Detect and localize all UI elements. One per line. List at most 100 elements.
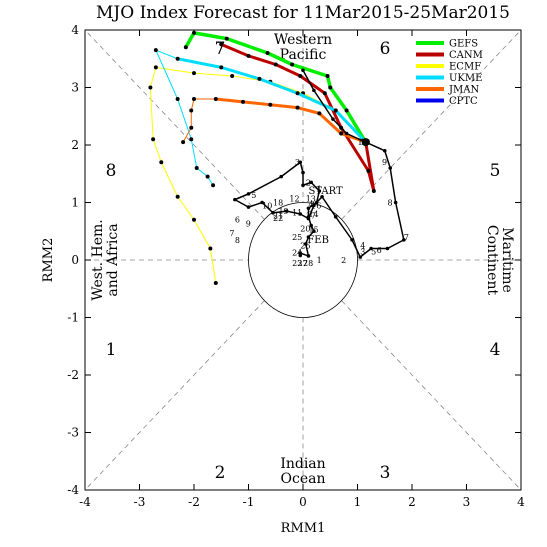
series-point-ecmf — [192, 217, 196, 222]
phase-label-5: 5 — [490, 161, 501, 181]
series-point-gefs — [290, 62, 295, 67]
observed-point — [306, 216, 311, 221]
observed-day-label: 6 — [235, 216, 240, 225]
x-tick-label: 3 — [463, 495, 471, 509]
region-indian-ocean-1: Indian — [280, 456, 325, 472]
series-point-ecmf — [175, 194, 180, 199]
legend-label-ecmf: ECMF — [449, 62, 481, 73]
series-point-jman — [189, 108, 194, 113]
series-point-ukme — [257, 76, 262, 81]
series-point-canm — [246, 53, 251, 58]
series-point-canm — [273, 62, 278, 67]
y-tick-label: 2 — [71, 138, 79, 152]
series-point-canm — [298, 74, 303, 78]
observed-day-label: 24 — [292, 248, 302, 257]
observed-day-label: 22 — [273, 214, 283, 223]
series-point-jman — [192, 97, 196, 101]
observed-point — [402, 238, 406, 242]
observed-day-label: 12 — [289, 194, 299, 203]
observed-point — [333, 215, 338, 219]
series-point-canm — [366, 168, 371, 173]
series-point-canm — [371, 189, 376, 193]
observed-day-label: 9 — [246, 220, 251, 229]
y-tick-label: -2 — [67, 368, 79, 382]
observed-point — [312, 229, 316, 234]
observed-line — [234, 69, 405, 258]
series-point-ukme — [205, 174, 210, 179]
observed-day-label: 5 — [251, 191, 256, 200]
series-point-jman — [339, 131, 344, 136]
observed-day-label: 11 — [292, 209, 302, 218]
observed-point — [301, 68, 305, 73]
observed-day-label: 23 — [292, 259, 302, 268]
series-line-thin-jman — [182, 98, 216, 143]
series-point-ukme — [295, 91, 300, 96]
observed-day-label: 16 — [311, 201, 321, 210]
observed-day-label: 7 — [229, 229, 234, 238]
region-western-pacific-1: Western — [274, 32, 332, 48]
series-point-ecmf — [151, 137, 156, 142]
series-line-ukme — [177, 57, 367, 144]
observed-day-label: 8 — [387, 198, 392, 207]
forecast-series — [148, 30, 376, 285]
observed-day-label: 10 — [262, 201, 272, 210]
series-point-ecmf — [148, 85, 153, 90]
phase-label-6: 6 — [380, 39, 391, 59]
region-indian-ocean-2: Ocean — [281, 471, 326, 487]
observed-point — [350, 238, 354, 242]
observed-point — [393, 200, 398, 205]
x-tick-label: -3 — [134, 495, 146, 509]
region-west-hem-1: West. Hem. — [90, 219, 106, 300]
observed-point — [301, 170, 305, 175]
observed-point — [309, 223, 313, 228]
series-line-thin-ecmf — [149, 67, 217, 284]
series-point-jman — [268, 102, 273, 107]
observed-point — [306, 235, 311, 239]
observed-day-label: 5 — [371, 247, 376, 256]
series-point-ukme — [175, 56, 180, 61]
series-point-ukme — [211, 183, 216, 188]
observed-day-label: 19 — [278, 207, 288, 216]
observed-point — [298, 251, 303, 255]
y-tick-label: 4 — [71, 23, 79, 37]
phase-label-2: 2 — [215, 463, 226, 483]
divider-diag-3 — [84, 300, 265, 491]
series-point-gefs — [328, 85, 333, 90]
observed-point — [301, 183, 305, 188]
observed-point — [388, 166, 393, 170]
observed-point — [358, 255, 363, 259]
series-point-jman — [213, 97, 218, 101]
series-point-ecmf — [213, 281, 218, 285]
series-point-jman — [181, 140, 186, 145]
observed-point — [279, 174, 284, 179]
observed-day-label: 3 — [360, 247, 365, 256]
series-point-gefs — [192, 30, 196, 35]
series-point-ecmf — [159, 160, 164, 165]
observed-day-label: 20 — [300, 224, 310, 233]
observed-day-label: 8 — [235, 236, 240, 245]
observed-day-label: 27 — [298, 259, 308, 268]
observed-point — [385, 246, 390, 251]
forecast-start-marker — [361, 138, 370, 147]
phase-label-8: 8 — [106, 161, 117, 181]
observed-day-label: 2 — [306, 178, 311, 187]
observed-point — [344, 131, 349, 136]
legend-label-ukme: UKME — [449, 73, 482, 84]
observed-point — [320, 194, 324, 199]
region-maritime-1: Maritime — [499, 227, 515, 293]
y-tick-label: 3 — [71, 81, 79, 95]
y-tick-label: 1 — [71, 196, 79, 210]
series-point-ecmf — [153, 65, 158, 70]
x-tick-label: 4 — [517, 495, 525, 509]
observed-day-label: 17 — [306, 212, 316, 221]
observed-point — [382, 148, 387, 153]
phase-label-1: 1 — [106, 340, 117, 360]
observed-day-label: 14 — [308, 210, 318, 219]
x-tick-label: 0 — [299, 495, 307, 509]
observed-point — [246, 205, 251, 209]
observed-day-label: 4 — [360, 242, 365, 251]
legend-label-cptc: CPTC — [449, 96, 478, 107]
